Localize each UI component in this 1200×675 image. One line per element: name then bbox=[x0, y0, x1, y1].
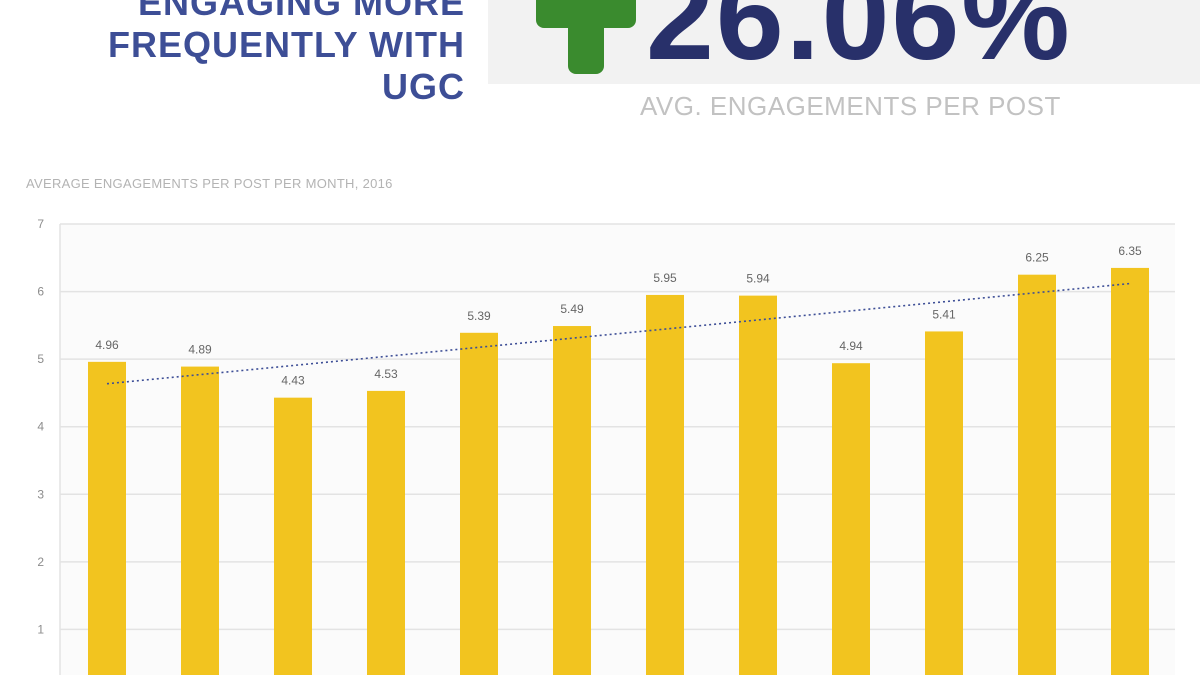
trend-line bbox=[106, 282, 1131, 385]
bar bbox=[739, 295, 777, 675]
data-label: 5.49 bbox=[560, 302, 584, 316]
bar bbox=[832, 363, 870, 675]
data-label: 6.35 bbox=[1118, 244, 1142, 258]
bar bbox=[1018, 274, 1056, 675]
plot-area bbox=[60, 224, 1175, 675]
data-label: 6.25 bbox=[1025, 251, 1049, 265]
y-tick-label: 7 bbox=[37, 217, 44, 231]
bar-chart: 1 2 3 4 5 6 7 4.96 4.89 4.43 4.53 5.39 5.49 5.95 5.94 4… bbox=[37, 217, 1175, 675]
headline-line-3: UGC bbox=[382, 66, 465, 107]
data-label: 4.89 bbox=[188, 343, 212, 357]
y-tick-label: 6 bbox=[37, 285, 44, 299]
y-tick-label: 1 bbox=[37, 622, 44, 636]
bar bbox=[274, 397, 312, 675]
data-label: 4.53 bbox=[374, 367, 398, 381]
stat-panel: 26.06% bbox=[488, 0, 1200, 84]
stat-caption-text: AVG. ENGAGEMENTS PER POST bbox=[640, 91, 1061, 121]
stat-caption: AVG. ENGAGEMENTS PER POST bbox=[488, 90, 1200, 122]
plus-icon bbox=[536, 0, 636, 74]
data-label: 5.39 bbox=[467, 309, 491, 323]
y-tick-label: 4 bbox=[37, 420, 44, 434]
headline: ENGAGING MORE FREQUENTLY WITH UGC bbox=[0, 0, 465, 108]
y-tick-label: 2 bbox=[37, 555, 44, 569]
bar bbox=[1111, 267, 1149, 675]
data-label: 5.95 bbox=[653, 271, 677, 285]
data-label: 5.94 bbox=[746, 272, 770, 286]
bar bbox=[646, 294, 684, 675]
chart-title: AVERAGE ENGAGEMENTS PER POST PER MONTH, … bbox=[26, 176, 393, 191]
data-label: 4.94 bbox=[839, 339, 863, 353]
stat-value: 26.06% bbox=[646, 0, 1072, 84]
bar bbox=[181, 366, 219, 675]
y-tick-label: 5 bbox=[37, 352, 44, 366]
data-label: 5.41 bbox=[932, 307, 956, 321]
bar bbox=[460, 332, 498, 675]
data-label: 4.96 bbox=[95, 338, 119, 352]
bar bbox=[88, 361, 126, 675]
headline-line-1: ENGAGING MORE bbox=[137, 0, 465, 23]
bar bbox=[367, 390, 405, 675]
bar bbox=[553, 326, 591, 675]
y-tick-label: 3 bbox=[37, 487, 44, 501]
headline-line-2: FREQUENTLY WITH bbox=[107, 24, 465, 65]
bar bbox=[925, 331, 963, 675]
data-label: 4.43 bbox=[281, 374, 305, 388]
